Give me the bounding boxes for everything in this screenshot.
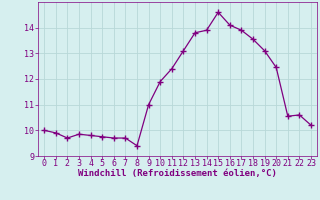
X-axis label: Windchill (Refroidissement éolien,°C): Windchill (Refroidissement éolien,°C) (78, 169, 277, 178)
